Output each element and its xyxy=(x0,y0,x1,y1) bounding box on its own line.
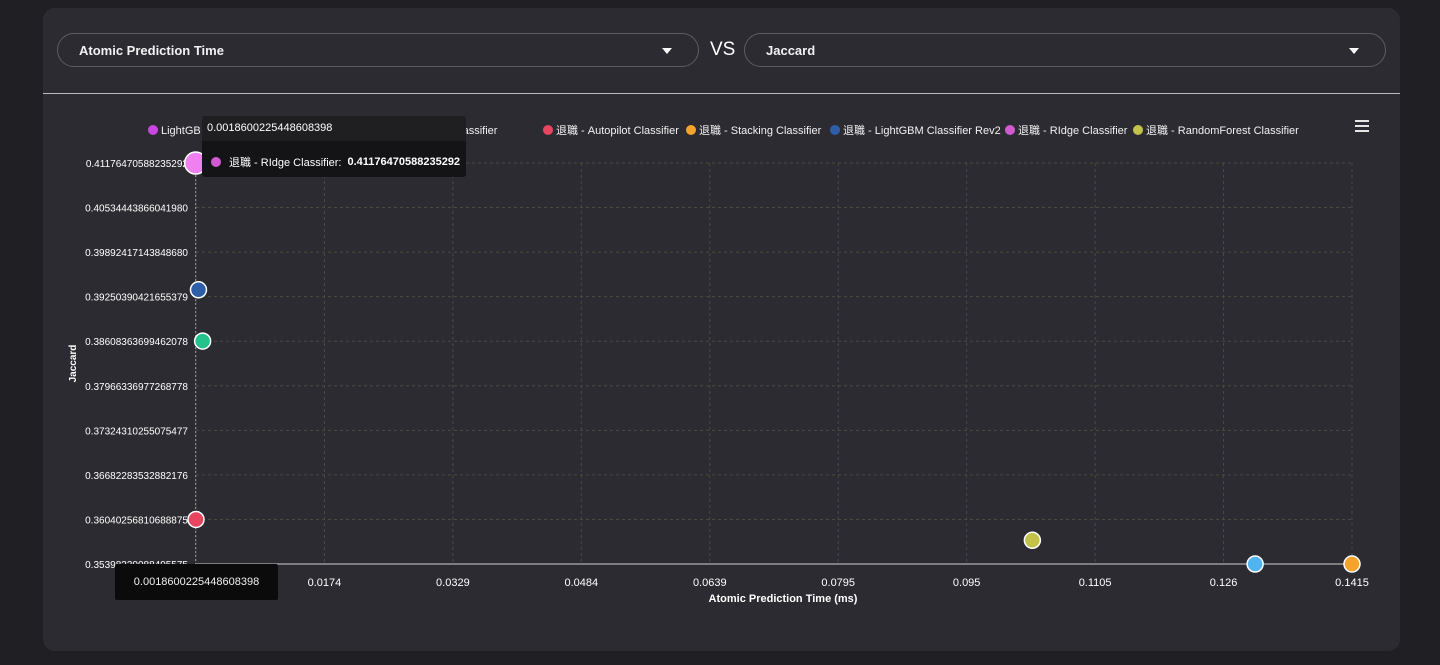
legend-label: 退職 - LightGBM Classifier Rev2 xyxy=(843,124,1001,137)
legend-marker xyxy=(686,125,696,135)
tooltip-series-dot xyxy=(211,157,221,167)
legend-label: LightGB xyxy=(161,125,201,137)
tooltip-header: 0.0018600225448608398 xyxy=(202,116,466,141)
chevron-down-icon xyxy=(662,48,672,54)
divider xyxy=(43,93,1400,94)
y-metric-select[interactable]: Jaccard xyxy=(744,33,1386,67)
y-tick-label: 0.40534443866041980 xyxy=(85,204,188,215)
x-tick-label: 0.0484 xyxy=(565,577,599,589)
hamburger-menu-icon[interactable] xyxy=(1355,120,1371,132)
data-point xyxy=(1343,555,1361,573)
y-tick-label: 0.37324310255075477 xyxy=(85,426,188,437)
x-tick-label: 0.0795 xyxy=(821,577,855,589)
x-metric-label: Atomic Prediction Time xyxy=(79,42,224,58)
data-point xyxy=(1023,531,1042,550)
tooltip-series-label: 退職 - RIdge Classifier: xyxy=(229,157,342,169)
legend-label: 退職 - RandomForest Classifier xyxy=(1146,124,1299,137)
data-point xyxy=(193,332,212,350)
x-tick-label: 0.126 xyxy=(1210,577,1238,589)
y-metric-label: Jaccard xyxy=(766,42,816,58)
data-point xyxy=(189,281,208,299)
chevron-down-icon xyxy=(1349,48,1359,54)
legend-marker xyxy=(1133,125,1143,135)
legend-marker xyxy=(148,125,158,135)
y-axis-title: Jaccard xyxy=(68,345,79,383)
legend-marker xyxy=(830,125,840,135)
x-tick-label: 0.0329 xyxy=(436,577,470,589)
legend-label: 退職 - RIdge Classifier xyxy=(1018,124,1128,137)
x-crosshair-label: 0.0018600225448608398 xyxy=(115,564,278,600)
legend-label: 退職 - Autopilot Classifier xyxy=(556,124,679,137)
y-tick-label: 0.38608363699462078 xyxy=(85,337,188,348)
y-tick-label: 0.39892417143848680 xyxy=(85,248,188,259)
y-tick-label: 0.36040256810688875 xyxy=(85,515,188,526)
y-tick-label: 0.36682283532882176 xyxy=(85,471,188,482)
x-tick-label: 0.0639 xyxy=(693,577,727,589)
scatter-chart: 0.0174 0.0329 0.0484 0.0639 0.0795 0.095 0.110… xyxy=(68,124,1369,605)
vs-label: VS xyxy=(710,39,736,60)
tooltip-value: 0.41176470588235292 xyxy=(347,156,461,168)
x-tick-label: 0.095 xyxy=(953,577,981,589)
y-tick-label: 0.39250390421655379 xyxy=(85,293,188,304)
tooltip: 0.0018600225448608398 退職 - RIdge Classif… xyxy=(202,116,466,177)
tooltip-row: 退職 - RIdge Classifier: 0.411764705882352… xyxy=(211,154,460,170)
x-tick-label: 0.1105 xyxy=(1079,577,1112,589)
data-point xyxy=(187,510,205,529)
x-axis-title: Atomic Prediction Time (ms) xyxy=(709,593,858,605)
legend-marker xyxy=(1005,125,1015,135)
x-metric-select[interactable]: Atomic Prediction Time xyxy=(57,33,699,67)
chart-panel: Atomic Prediction Time VS Jaccard 0.0174… xyxy=(43,8,1400,651)
x-tick-label: 0.0174 xyxy=(308,577,342,589)
legend-label: 退職 - Stacking Classifier xyxy=(699,124,822,137)
legend-marker xyxy=(543,125,553,135)
y-tick-label: 0.41176470588235292 xyxy=(86,159,189,170)
y-tick-label: 0.37966336977268778 xyxy=(85,382,188,393)
data-point xyxy=(1246,555,1264,573)
x-tick-label: 0.1415 xyxy=(1335,577,1369,589)
